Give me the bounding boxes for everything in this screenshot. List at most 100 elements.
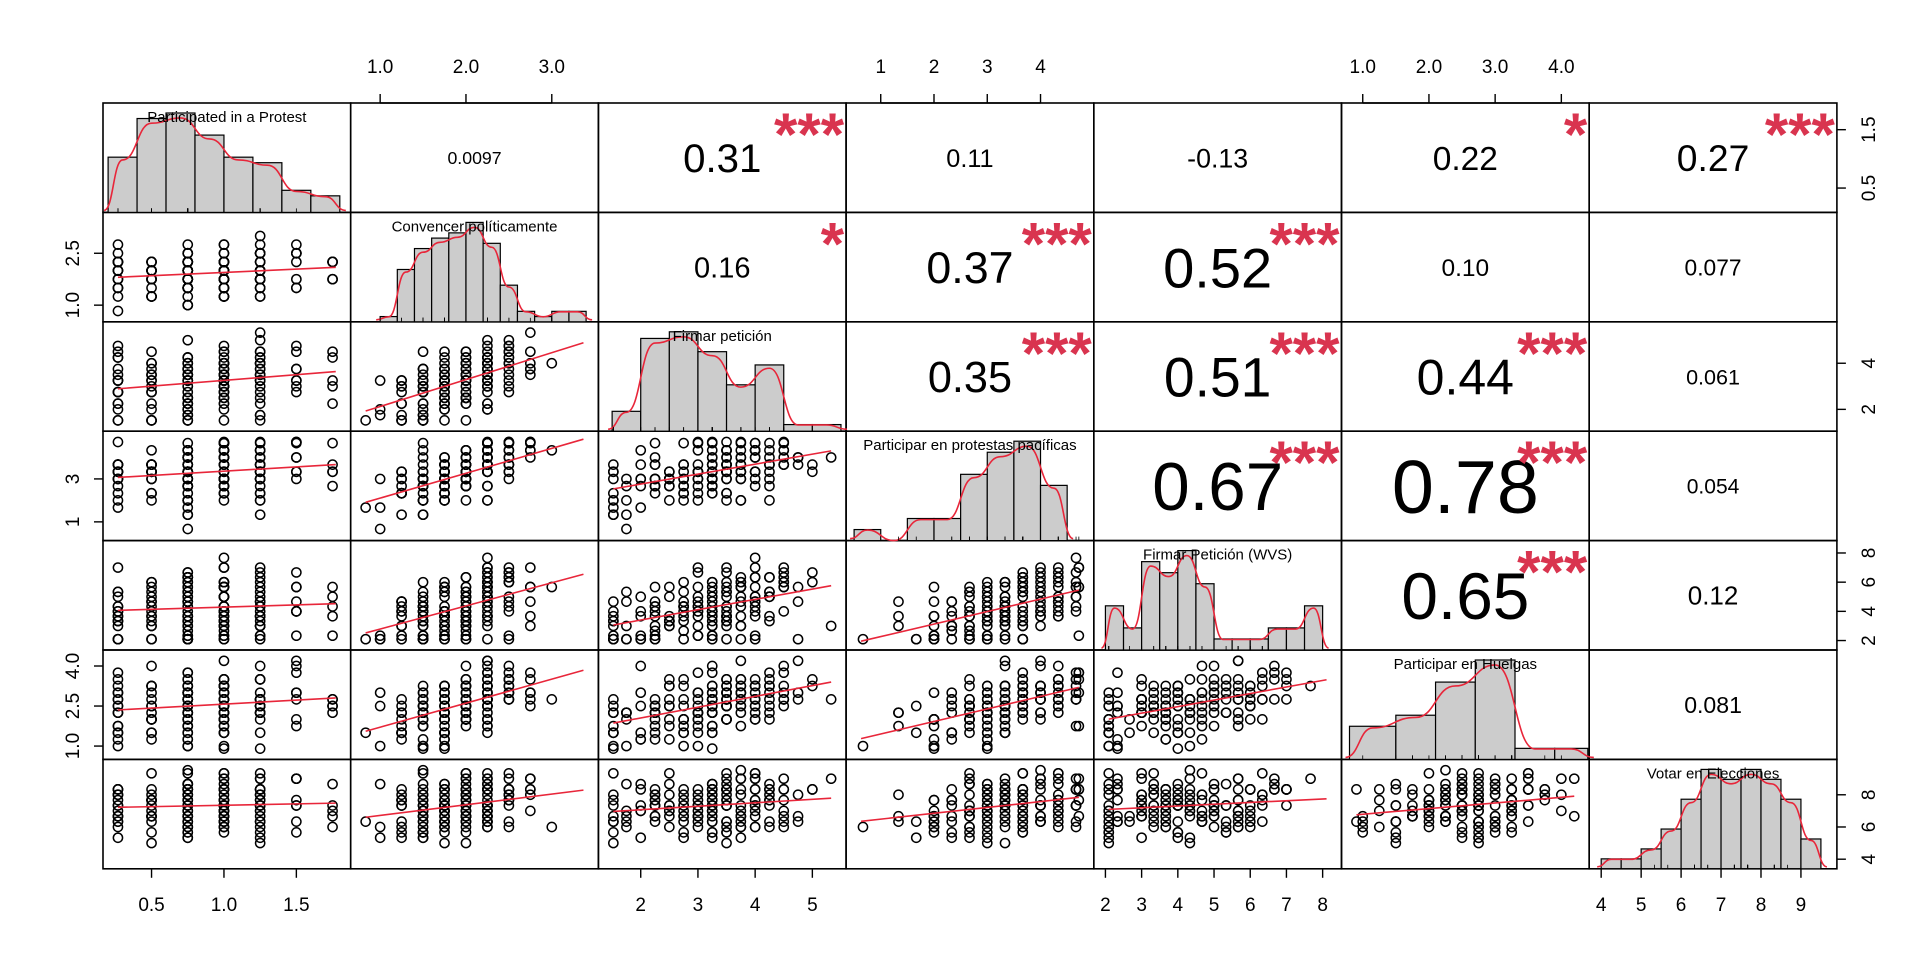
scatter-point xyxy=(254,327,266,338)
scatter-point xyxy=(460,452,472,463)
scatter-point xyxy=(749,821,761,833)
scatter-point xyxy=(1196,810,1208,822)
scatter-point xyxy=(182,437,194,449)
scatter-point xyxy=(1489,821,1501,833)
scatter-point xyxy=(981,794,993,806)
scatter-point xyxy=(964,633,975,645)
scatter-point xyxy=(146,415,157,426)
scatter-point xyxy=(706,832,718,844)
scatter-point xyxy=(663,800,675,811)
scatter-point xyxy=(396,480,407,492)
scatter-point xyxy=(482,778,493,790)
scatter-point xyxy=(1052,680,1064,692)
scatter-point xyxy=(182,523,194,535)
scatter-point xyxy=(146,466,157,478)
scatter-point xyxy=(1103,821,1115,833)
scatter-point xyxy=(112,291,124,302)
scatter-point xyxy=(112,734,124,745)
scatter-point xyxy=(182,392,194,404)
scatter-point xyxy=(254,800,266,811)
scatter-point xyxy=(621,620,632,632)
scatter-point xyxy=(1244,816,1256,827)
scatter-point xyxy=(678,805,689,817)
scatter-point xyxy=(503,340,515,352)
scatter-point xyxy=(1112,700,1123,712)
scatter-point xyxy=(112,305,124,317)
correlation-value: 0.44 xyxy=(1417,350,1514,406)
scatter-point xyxy=(1522,767,1534,779)
scatter-point xyxy=(721,821,732,833)
scatter-point xyxy=(254,576,266,588)
scatter-point xyxy=(182,256,194,268)
scatter-point xyxy=(417,509,429,521)
tick-label: 3 xyxy=(1136,895,1147,916)
scatter-point xyxy=(706,827,718,838)
tick-label: 5 xyxy=(1209,895,1220,916)
scatter-point xyxy=(721,606,732,617)
scatter-point xyxy=(439,398,450,409)
scatter-point xyxy=(608,694,619,705)
scatter-point xyxy=(692,562,704,573)
scatter-point xyxy=(482,398,493,409)
scatter-point xyxy=(778,452,790,463)
scatter-point xyxy=(218,784,230,795)
scatter-point xyxy=(764,480,775,492)
scatter-point xyxy=(460,346,472,358)
scatter-point xyxy=(1073,784,1085,795)
histogram-bar xyxy=(1141,561,1161,651)
scatter-point xyxy=(764,571,775,583)
histogram-bar xyxy=(1159,572,1179,651)
scatter-point xyxy=(1112,794,1123,806)
scatter-point xyxy=(721,773,732,785)
scatter-point xyxy=(1136,720,1147,732)
scatter-point xyxy=(608,810,619,822)
scatter-point xyxy=(706,720,718,732)
scatter-point xyxy=(635,784,647,795)
scatter-point xyxy=(112,495,124,506)
scatter-point xyxy=(981,707,993,719)
scatter-point xyxy=(112,282,124,294)
scatter-point xyxy=(1136,680,1147,692)
scatter-point xyxy=(999,680,1011,692)
histogram-bar xyxy=(1720,778,1742,870)
scatter-point xyxy=(254,615,266,627)
histogram-bar xyxy=(986,451,1015,542)
scatter-point xyxy=(1148,727,1160,739)
scatter-point xyxy=(735,816,747,827)
scatter-point xyxy=(1232,707,1244,719)
scatter-point xyxy=(649,633,661,645)
scatter-point xyxy=(1196,660,1208,672)
scatter-point xyxy=(1017,816,1029,827)
fit-line xyxy=(117,463,336,479)
scatter-point xyxy=(182,694,194,705)
scatter-point xyxy=(692,567,704,578)
scatter-point xyxy=(112,694,124,705)
scatter-point xyxy=(1073,794,1085,806)
scatter-point xyxy=(778,700,790,712)
scatter-point xyxy=(649,606,661,617)
correlation-value: 0.65 xyxy=(1401,559,1529,633)
scatter-point xyxy=(608,743,619,754)
scatter-point xyxy=(417,767,429,779)
tick-label: 3.0 xyxy=(539,57,565,78)
scatter-point xyxy=(460,386,472,398)
scatter-point xyxy=(291,363,302,375)
scatter-point xyxy=(327,437,338,449)
scatter-point xyxy=(608,509,619,521)
scatter-point xyxy=(999,714,1011,725)
scatter-point xyxy=(417,398,429,409)
scatter-point xyxy=(1232,784,1244,795)
scatter-point xyxy=(649,694,661,705)
scatter-point xyxy=(1473,805,1484,817)
scatter-point xyxy=(146,680,157,692)
scatter-point xyxy=(1208,810,1220,822)
scatter-point xyxy=(649,720,661,732)
scatter-point xyxy=(182,473,194,485)
scatter-point xyxy=(182,740,194,752)
tick-label: 2 xyxy=(1859,404,1880,415)
scatter-point xyxy=(735,687,747,699)
scatter-point xyxy=(1017,620,1029,632)
significance-stars: *** xyxy=(1517,539,1588,606)
scatter-point xyxy=(678,800,689,811)
scatter-point xyxy=(1172,816,1184,827)
